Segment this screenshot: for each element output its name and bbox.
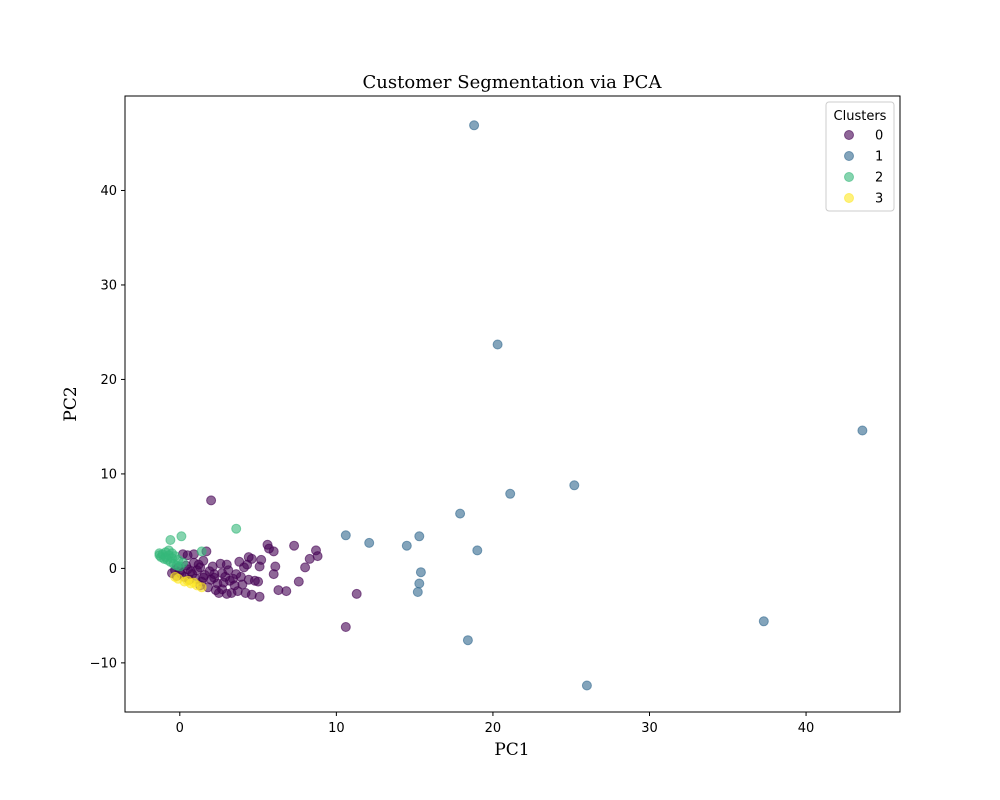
y-tick-label: 30 <box>100 278 117 293</box>
x-tick-label: 40 <box>798 721 815 736</box>
legend-title: Clusters <box>834 109 887 124</box>
scatter-point-cluster-0-69 <box>228 573 238 584</box>
scatter-point-cluster-0-71 <box>198 572 209 583</box>
y-axis-ticks: −10 0 10 20 30 40 <box>90 184 125 671</box>
scatter-point-cluster-1-7 <box>364 537 375 548</box>
legend-marker-cluster-0 <box>844 130 854 140</box>
x-axis-label: PC1 <box>494 740 529 760</box>
scatter-point-cluster-0-6 <box>304 553 315 564</box>
scatter-point-cluster-1-10 <box>472 545 483 556</box>
scatter-point-cluster-1-9 <box>401 540 412 551</box>
scatter-point-cluster-0-58 <box>218 577 229 588</box>
scatter-point-cluster-0-63 <box>213 588 224 598</box>
scatter-point-cluster-1-6 <box>340 530 351 541</box>
scatter-point-cluster-1-16 <box>581 680 592 691</box>
scatter-point-cluster-0-7 <box>300 562 311 573</box>
scatter-point-cluster-1-13 <box>412 587 423 597</box>
scatter-point-cluster-2-22 <box>163 545 174 556</box>
scatter-point-cluster-1-2 <box>857 425 868 436</box>
scatter-point-cluster-1-0 <box>469 120 480 131</box>
scatter-point-cluster-0-8 <box>293 576 304 587</box>
scatter-point-cluster-1-15 <box>758 616 769 627</box>
scatter-point-cluster-0-74 <box>217 568 228 579</box>
scatter-point-cluster-0-10 <box>273 585 284 596</box>
x-tick-label: 30 <box>641 721 658 736</box>
x-axis-ticks: 0 10 20 30 40 <box>176 712 815 736</box>
legend-marker-cluster-2 <box>844 172 854 182</box>
chart-title: Customer Segmentation via PCA <box>363 72 663 93</box>
y-tick-label: 0 <box>109 562 117 577</box>
scatter-point-cluster-2-13 <box>165 535 176 545</box>
x-tick-label: 0 <box>176 721 184 736</box>
scatter-point-cluster-3-4 <box>196 582 207 593</box>
scatter-point-cluster-3-6 <box>170 571 181 582</box>
legend-label-cluster-3: 3 <box>875 192 883 207</box>
y-tick-label: −10 <box>90 656 117 671</box>
scatter-point-cluster-0-64 <box>232 586 243 597</box>
scatter-point-cluster-1-14 <box>462 635 473 646</box>
scatter-point-cluster-1-12 <box>414 578 425 589</box>
scatter-point-cluster-0-15 <box>268 569 279 580</box>
y-axis-label: PC2 <box>61 386 81 421</box>
scatter-point-cluster-2-21 <box>177 557 188 568</box>
x-tick-label: 20 <box>485 721 502 736</box>
plot-area <box>124 95 901 713</box>
legend-label-cluster-0: 0 <box>875 129 883 144</box>
legend: Clusters 0 1 2 3 <box>825 101 895 212</box>
x-tick-label: 10 <box>328 721 345 736</box>
y-tick-label: 10 <box>100 467 117 482</box>
scatter-point-cluster-0-65 <box>249 575 260 586</box>
scatter-point-cluster-2-15 <box>231 523 242 534</box>
scatter-point-cluster-0-13 <box>264 543 274 554</box>
legend-box <box>825 101 895 212</box>
scatter-point-cluster-0-17 <box>254 561 265 572</box>
y-tick-label: 40 <box>100 184 117 199</box>
scatter-point-cluster-0-2 <box>351 588 362 599</box>
legend-label-cluster-2: 2 <box>875 171 883 186</box>
scatter-point-cluster-1-3 <box>569 480 580 491</box>
scatter-point-cluster-2-14 <box>176 531 187 542</box>
scatter-point-cluster-1-8 <box>414 531 425 542</box>
scatter-point-cluster-1-5 <box>455 508 466 519</box>
scatter-point-cluster-3-7 <box>188 577 199 588</box>
scatter-point-cluster-0-70 <box>239 562 249 573</box>
y-tick-label: 20 <box>100 373 117 388</box>
scatter-point-cluster-0-1 <box>340 622 351 632</box>
legend-label-cluster-1: 1 <box>875 150 883 165</box>
scatter-point-cluster-1-11 <box>415 567 426 578</box>
scatter-point-cluster-1-1 <box>492 339 503 350</box>
scatter-point-cluster-0-0 <box>206 495 217 506</box>
legend-marker-cluster-1 <box>844 151 854 161</box>
scatter-point-cluster-2-16 <box>196 546 207 557</box>
data-points <box>154 120 868 691</box>
scatter-point-cluster-0-76 <box>195 562 206 573</box>
legend-marker-cluster-3 <box>844 193 854 203</box>
legend-items: 0 1 2 3 <box>844 129 883 207</box>
scatter-point-cluster-0-75 <box>221 559 232 570</box>
scatter-point-cluster-0-3 <box>289 540 300 551</box>
scatter-point-cluster-1-4 <box>505 488 516 499</box>
